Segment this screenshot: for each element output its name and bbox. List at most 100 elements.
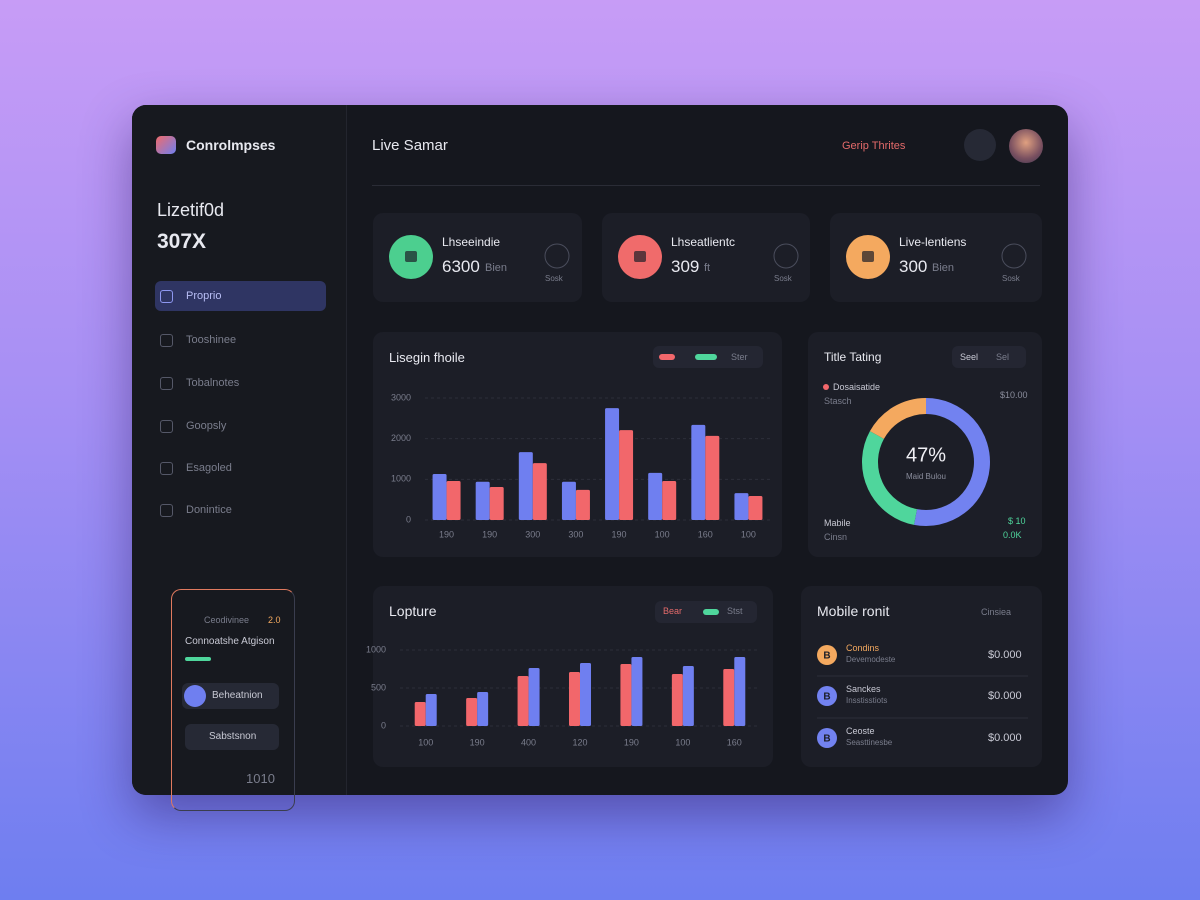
- legend-label: Bear: [663, 606, 683, 616]
- bar: [569, 671, 580, 726]
- x-tick-label: 190: [482, 529, 497, 539]
- bar: [432, 474, 447, 520]
- nav-icon[interactable]: [160, 420, 173, 433]
- list-icon-label: B: [823, 692, 830, 703]
- progress: [185, 657, 211, 661]
- bar: [477, 692, 489, 726]
- donut-legend: Cinsn: [824, 532, 848, 542]
- list-title: Mobile ronit: [817, 603, 890, 619]
- promo-text: Connoatshe Atgison: [185, 636, 275, 647]
- nav-icon[interactable]: [160, 504, 173, 517]
- legend-label: Ster: [731, 352, 748, 362]
- bar: [648, 472, 663, 520]
- bar: [475, 481, 490, 520]
- promo-button-label: Beheatnion: [212, 690, 263, 701]
- nav-icon[interactable]: [160, 334, 173, 347]
- chart-title: Lopture: [389, 603, 437, 619]
- legend-dots: [659, 354, 829, 615]
- kpi-glyph: [634, 251, 646, 262]
- legend-swatch: [659, 354, 675, 360]
- kpi-action: [544, 243, 570, 269]
- nav-active[interactable]: [155, 281, 326, 311]
- bar: [561, 481, 576, 520]
- bar: [580, 662, 591, 726]
- promo-badge: 2.0: [268, 615, 281, 625]
- donut-legend: Stasch: [824, 396, 852, 406]
- kpi-action: [1001, 243, 1027, 269]
- nav-icon[interactable]: [160, 377, 173, 390]
- bar: [631, 656, 643, 726]
- list-link: Cinsiea: [981, 607, 1012, 617]
- x-tick-label: 190: [439, 529, 454, 539]
- page-title: Live Samar: [372, 137, 448, 154]
- bar: [671, 674, 683, 726]
- nav-item: Donintice: [186, 504, 232, 516]
- x-tick-label: 190: [612, 529, 627, 539]
- list-icon-label: B: [823, 651, 830, 662]
- kpi-unit: Bien: [932, 262, 955, 274]
- list-sub: Insstisstiots: [846, 696, 888, 705]
- promo-button[interactable]: [185, 724, 279, 750]
- brand: Conrolmpses: [186, 137, 276, 153]
- chart-title: Lisegin fhoile: [389, 350, 465, 365]
- list-icon: [817, 686, 837, 706]
- x-tick-label: 300: [525, 529, 540, 539]
- y-tick-label: 1000: [391, 474, 411, 484]
- legend-swatch: [695, 354, 717, 360]
- bar: [446, 480, 461, 520]
- list-sub: Seasttinesbe: [846, 738, 893, 747]
- bar: [620, 663, 632, 726]
- list-amount: $0.000: [988, 732, 1022, 744]
- y-tick-label: 0: [381, 720, 386, 730]
- icon-button[interactable]: [964, 129, 996, 161]
- donut-legend: Mabile: [824, 518, 851, 528]
- bar: [425, 694, 437, 726]
- nav-item: Goopsly: [186, 420, 227, 432]
- legend-label: Stst: [727, 606, 743, 616]
- bar: [518, 452, 533, 520]
- donut-legend: 0.0K: [1003, 530, 1022, 540]
- kpi-unit: Bien: [485, 262, 508, 274]
- donut-legend: $ 10: [1008, 516, 1026, 526]
- promo-icon: [184, 685, 206, 707]
- bar: [528, 668, 540, 726]
- sidebar: [132, 105, 347, 795]
- list-amount: $0.000: [988, 649, 1022, 661]
- list-amount: $0.000: [988, 690, 1022, 702]
- nav-icon[interactable]: [160, 290, 173, 303]
- x-tick-label: 400: [521, 737, 536, 747]
- bar: [734, 493, 749, 520]
- promo-title: Ceodivinee: [204, 615, 250, 625]
- nav-item: Tobalnotes: [186, 377, 240, 389]
- kpi-glyph: [862, 251, 874, 262]
- stat-value: 307X: [157, 230, 207, 253]
- promo-card: [171, 589, 295, 811]
- donut-segment: [862, 431, 918, 525]
- donut-segment: [914, 398, 990, 526]
- list-icon: [817, 645, 837, 665]
- x-tick-label: 120: [572, 737, 587, 747]
- bar: [517, 675, 529, 726]
- kpi-label: Lhseeindie: [442, 235, 501, 249]
- x-tick-label: 190: [624, 737, 639, 747]
- kpi-unit: ft: [704, 262, 711, 274]
- nav-icon[interactable]: [160, 462, 173, 475]
- logo: [156, 136, 176, 154]
- donut-legend: Dosaisatide: [833, 382, 881, 392]
- list-name: Ceoste: [846, 726, 875, 736]
- kpi-caption: Sosk: [1002, 274, 1020, 283]
- legend-swatch: [823, 384, 829, 390]
- avatar[interactable]: [1009, 129, 1043, 163]
- promo-footer: 1010: [246, 771, 275, 786]
- x-tick-label: 160: [698, 529, 713, 539]
- toggle: Sel: [996, 352, 1010, 362]
- bar: [466, 698, 478, 726]
- bar: [723, 669, 735, 726]
- nav-item: Proprio: [186, 290, 222, 302]
- y-tick-label: 3000: [391, 392, 411, 402]
- bar: [532, 463, 547, 520]
- stat-label: Lizetif0d: [157, 200, 225, 220]
- header-link: Gerip Thrites: [842, 140, 906, 152]
- bar: [619, 430, 634, 520]
